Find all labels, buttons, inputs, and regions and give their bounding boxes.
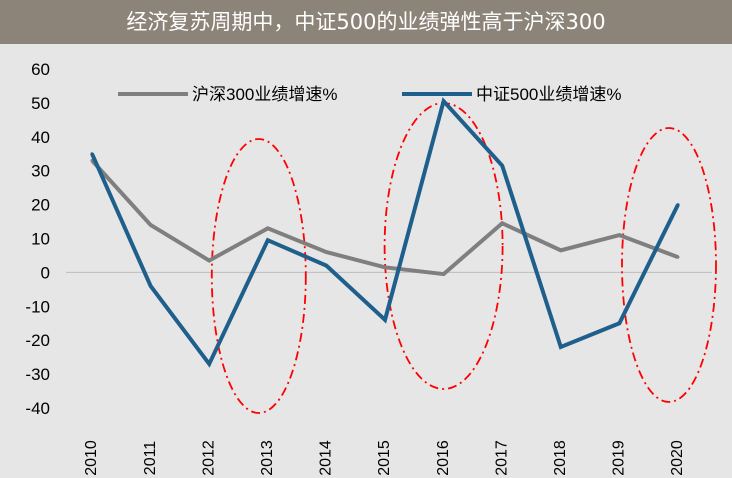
- x-tick-label: 2015: [376, 440, 393, 476]
- y-tick-label: -30: [25, 365, 50, 384]
- point-hs300: [383, 265, 387, 269]
- point-csi500: [207, 362, 211, 366]
- x-tick-label: 2011: [142, 441, 159, 476]
- point-hs300: [207, 259, 211, 263]
- x-tick-label: 2016: [435, 440, 452, 476]
- point-csi500: [500, 164, 504, 168]
- y-tick-label: -10: [25, 297, 50, 316]
- highlight-ellipse: [210, 138, 307, 414]
- x-tick-label: 2012: [200, 440, 217, 476]
- y-tick-label: -20: [25, 331, 50, 350]
- y-tick-label: 0: [41, 263, 50, 282]
- point-hs300: [559, 248, 563, 252]
- chart-title: 经济复苏周期中，中证500的业绩弹性高于沪深300: [126, 10, 606, 34]
- point-csi500: [266, 238, 270, 242]
- point-csi500: [676, 203, 680, 207]
- highlight-ellipse: [621, 127, 717, 403]
- y-tick-label: -40: [25, 399, 50, 418]
- point-hs300: [500, 221, 504, 225]
- y-tick-label: 60: [31, 60, 50, 79]
- point-hs300: [149, 223, 153, 227]
- y-tick-label: 30: [31, 162, 50, 181]
- series-line-hs300: [90, 159, 679, 277]
- point-hs300: [324, 250, 328, 254]
- point-csi500: [617, 321, 621, 325]
- y-tick-label: 50: [31, 94, 50, 113]
- x-tick-label: 2017: [493, 440, 510, 476]
- point-csi500: [149, 284, 153, 288]
- point-hs300: [442, 272, 446, 276]
- x-tick-label: 2013: [259, 440, 276, 476]
- x-tick-label: 2019: [611, 440, 628, 476]
- point-csi500: [559, 345, 563, 349]
- point-hs300: [266, 226, 270, 230]
- x-tick-label: 2020: [669, 440, 686, 476]
- point-csi500: [324, 264, 328, 268]
- x-tick-label: 2014: [318, 440, 335, 476]
- point-hs300: [676, 255, 680, 259]
- y-tick-label: 10: [31, 230, 50, 249]
- title-bar: [0, 0, 732, 44]
- point-hs300: [617, 233, 621, 237]
- point-csi500: [90, 152, 94, 156]
- point-csi500: [383, 318, 387, 322]
- legend-label: 中证500业绩增速%: [476, 85, 621, 104]
- x-tick-label: 2018: [552, 440, 569, 476]
- x-tick-label: 2010: [83, 440, 100, 476]
- y-tick-label: 20: [31, 196, 50, 215]
- legend-label: 沪深300业绩增速%: [192, 85, 337, 104]
- point-csi500: [442, 99, 446, 103]
- y-tick-label: 40: [31, 128, 50, 147]
